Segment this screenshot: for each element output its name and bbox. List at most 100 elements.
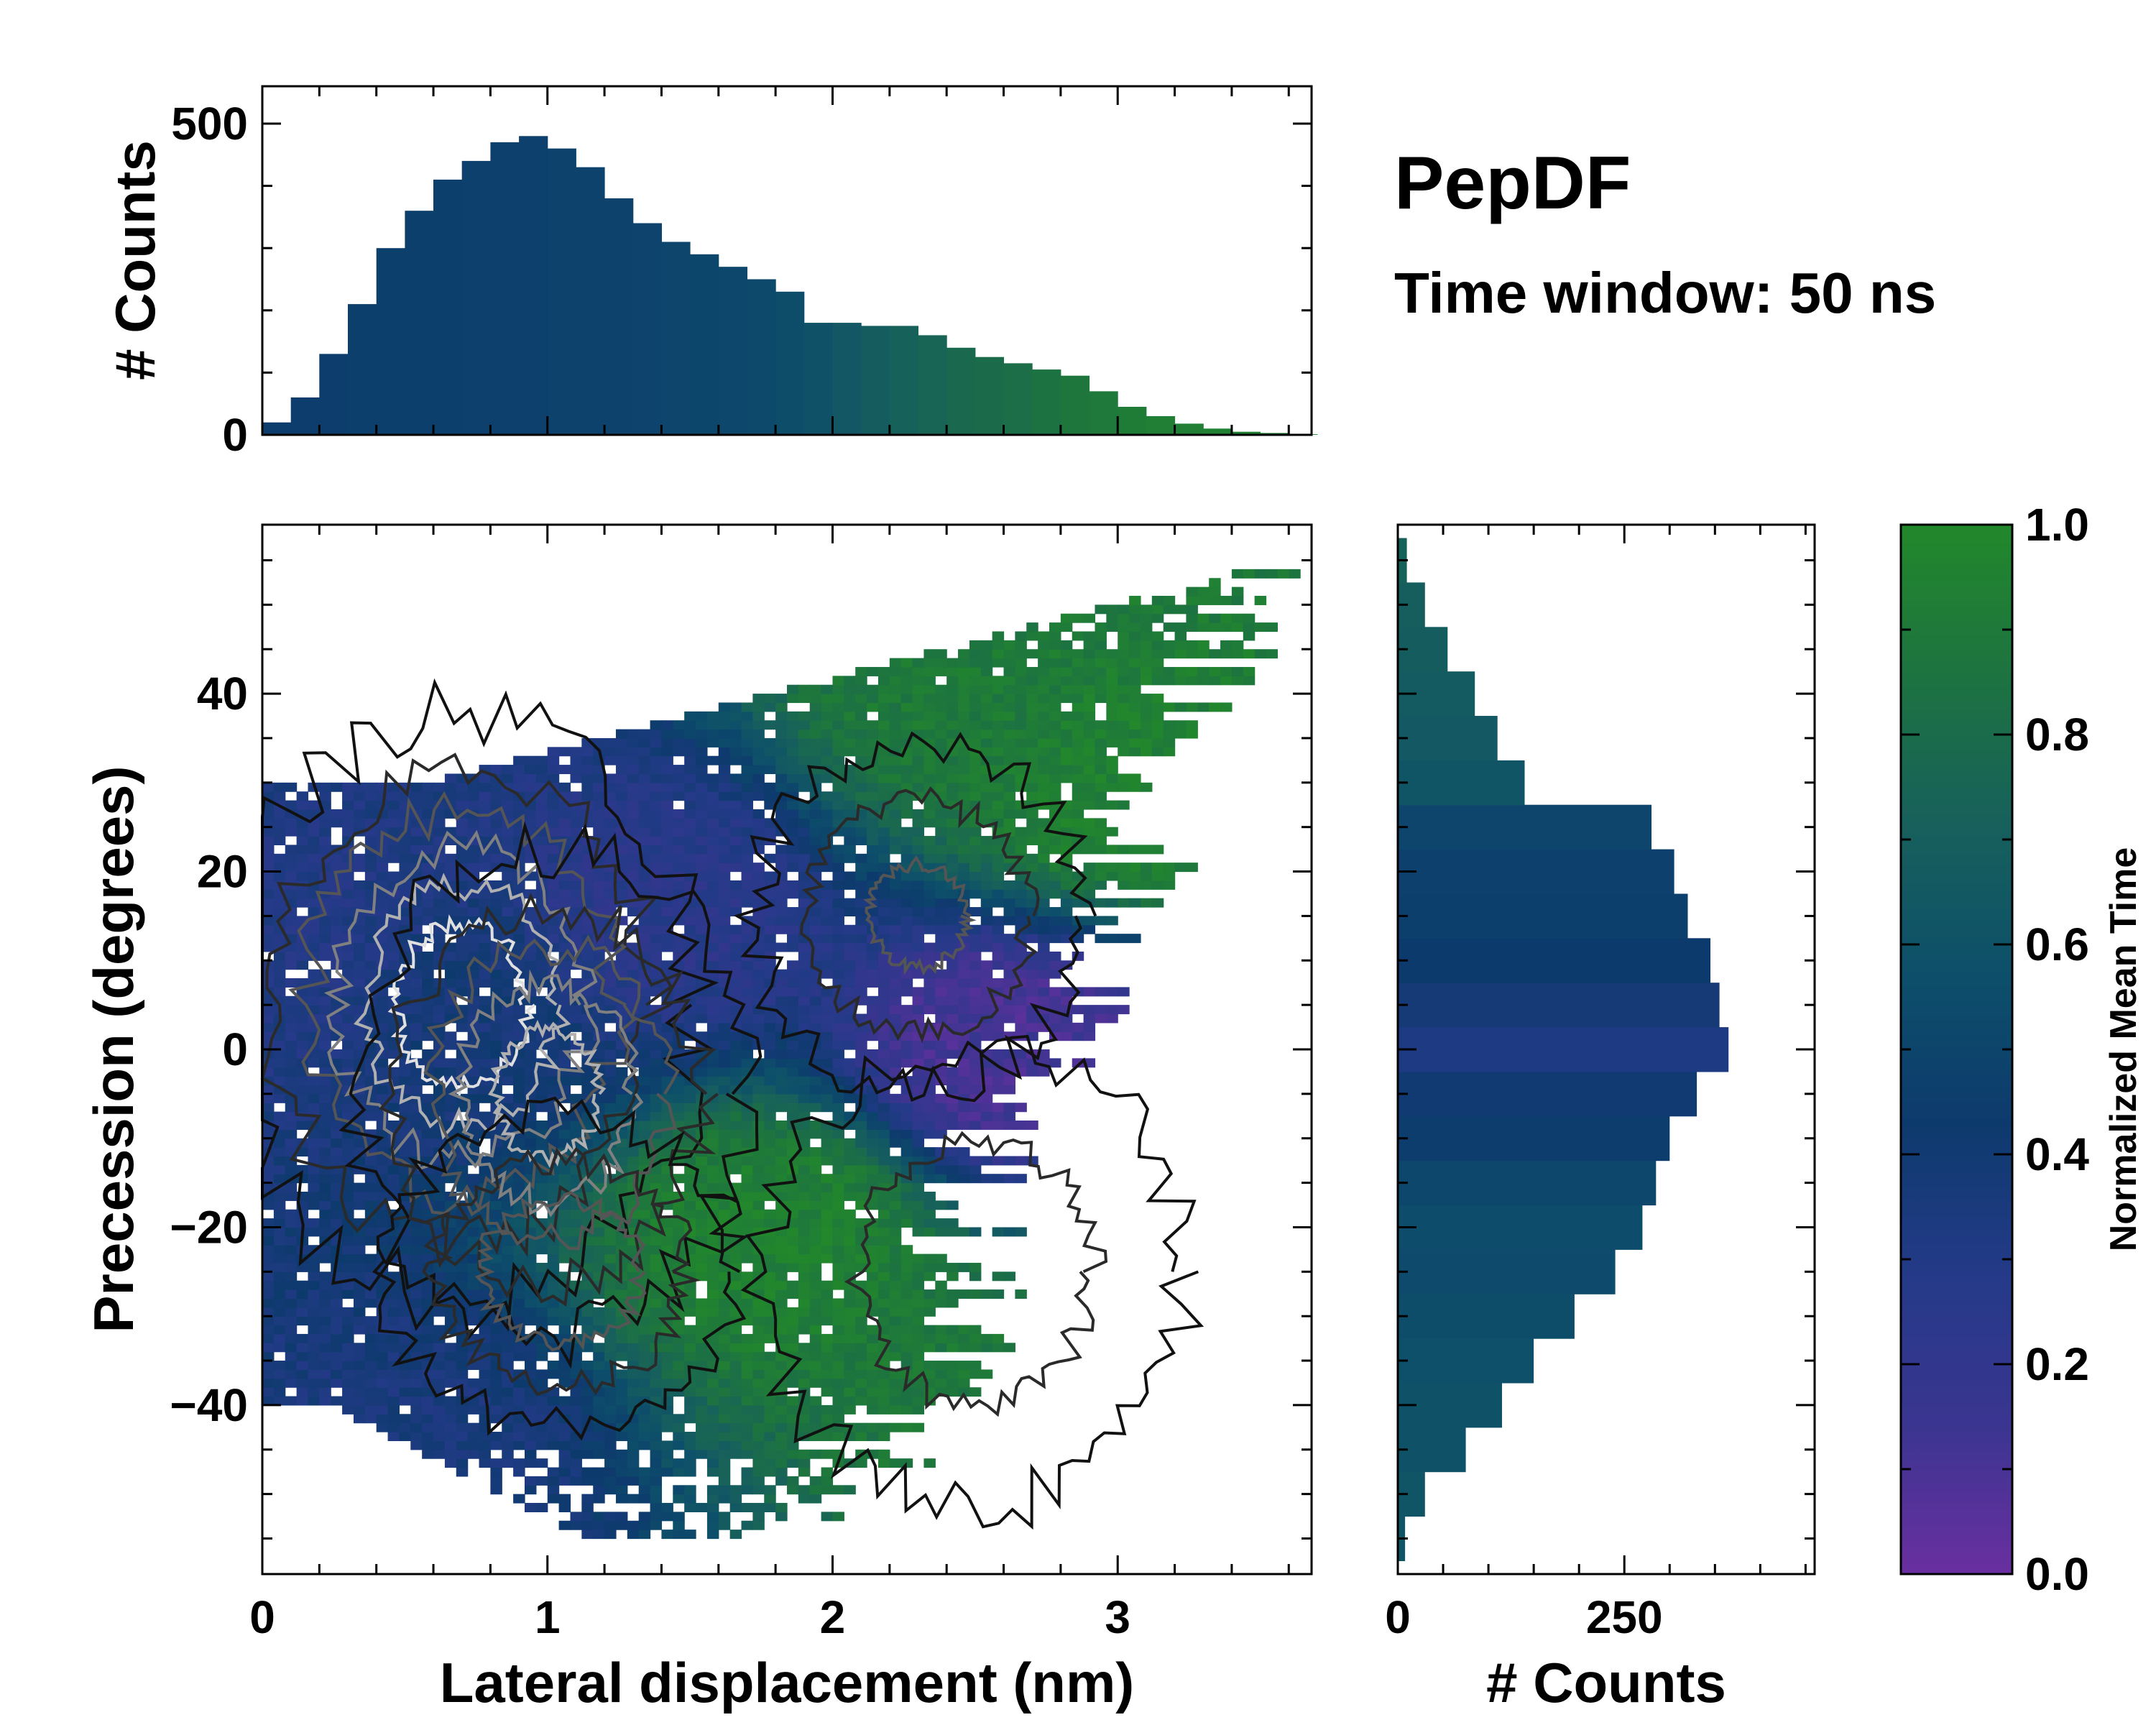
heatmap-cell bbox=[273, 871, 286, 881]
heatmap-cell bbox=[706, 853, 719, 863]
heatmap-cell bbox=[832, 1271, 844, 1282]
heatmap-cell bbox=[832, 1200, 844, 1210]
heatmap-cell bbox=[855, 871, 867, 881]
heatmap-cell bbox=[729, 711, 742, 721]
heatmap-cell bbox=[900, 1333, 913, 1343]
heatmap-cell bbox=[787, 1093, 799, 1103]
heatmap-cell bbox=[456, 791, 469, 801]
heatmap-cell bbox=[787, 684, 799, 694]
heatmap-cell bbox=[855, 1298, 867, 1308]
heatmap-cell bbox=[342, 871, 354, 881]
heatmap-cell bbox=[855, 880, 867, 890]
heatmap-cell bbox=[923, 907, 936, 916]
heatmap-cell bbox=[353, 1351, 366, 1361]
heatmap-cell bbox=[581, 1440, 594, 1450]
heatmap-cell bbox=[958, 694, 970, 704]
heatmap-cell bbox=[775, 1432, 788, 1441]
heatmap-cell bbox=[285, 1164, 298, 1174]
heatmap-cell bbox=[456, 1022, 469, 1032]
heatmap-cell bbox=[787, 845, 799, 855]
heatmap-cell bbox=[638, 729, 651, 739]
heatmap-cell bbox=[593, 1245, 605, 1255]
heatmap-cell bbox=[706, 880, 719, 890]
heatmap-cell bbox=[764, 1129, 776, 1139]
heatmap-cell bbox=[331, 898, 343, 908]
heatmap-cell bbox=[867, 1067, 879, 1077]
top-y-tick-label: 500 bbox=[171, 98, 248, 150]
heatmap-cell bbox=[787, 1076, 799, 1086]
heatmap-cell bbox=[832, 1333, 844, 1343]
heatmap-cell bbox=[900, 907, 913, 916]
heatmap-cell bbox=[729, 1333, 742, 1343]
heatmap-cell bbox=[935, 907, 947, 916]
heatmap-cell bbox=[877, 1093, 890, 1103]
heatmap-cell bbox=[877, 765, 890, 775]
heatmap-cell bbox=[844, 694, 856, 704]
heatmap-cell bbox=[889, 1245, 902, 1255]
heatmap-cell bbox=[353, 853, 366, 863]
heatmap-cell bbox=[604, 1387, 617, 1397]
heatmap-cell bbox=[353, 924, 366, 934]
heatmap-cell bbox=[935, 1333, 947, 1343]
heatmap-cell bbox=[867, 1129, 879, 1139]
heatmap-cell bbox=[387, 1307, 400, 1317]
heatmap-cell bbox=[752, 1387, 765, 1397]
heatmap-cell bbox=[661, 862, 673, 873]
heatmap-cell bbox=[467, 1432, 480, 1441]
heatmap-cell bbox=[821, 809, 834, 819]
heatmap-cell bbox=[376, 1343, 389, 1353]
heatmap-cell bbox=[706, 1005, 719, 1015]
heatmap-cell bbox=[387, 818, 400, 828]
heatmap-cell bbox=[673, 1218, 685, 1228]
heatmap-cell bbox=[706, 1031, 719, 1041]
heatmap-cell bbox=[638, 1485, 651, 1495]
heatmap-cell bbox=[787, 827, 799, 837]
heatmap-cell bbox=[673, 898, 685, 908]
heatmap-cell bbox=[787, 1449, 799, 1459]
heatmap-cell bbox=[673, 1432, 685, 1441]
heatmap-cell bbox=[422, 1343, 434, 1353]
heatmap-cell bbox=[718, 1467, 731, 1477]
heatmap-cell bbox=[364, 924, 377, 934]
heatmap-cell bbox=[900, 800, 913, 810]
heatmap-cell bbox=[696, 773, 708, 783]
heatmap-cell bbox=[308, 1058, 320, 1068]
heatmap-cell bbox=[684, 1494, 696, 1504]
heatmap-cell bbox=[615, 791, 628, 801]
heatmap-cell bbox=[342, 898, 354, 908]
heatmap-cell bbox=[946, 853, 959, 863]
heatmap-cell bbox=[273, 1164, 286, 1174]
heatmap-cell bbox=[718, 1404, 731, 1414]
heatmap-cell bbox=[547, 1049, 560, 1059]
heatmap-cell bbox=[433, 1271, 446, 1282]
heatmap-cell bbox=[650, 1013, 663, 1024]
heatmap-cell bbox=[867, 1343, 879, 1353]
heatmap-cell bbox=[775, 747, 788, 757]
heatmap-cell bbox=[821, 1236, 834, 1246]
heatmap-cell bbox=[798, 1120, 811, 1130]
heatmap-cell bbox=[969, 1289, 982, 1300]
heatmap-cell bbox=[935, 1378, 947, 1388]
heatmap-cell bbox=[285, 845, 298, 855]
heatmap-cell bbox=[832, 960, 844, 970]
heatmap-cell bbox=[912, 845, 925, 855]
heatmap-cell bbox=[923, 773, 936, 783]
heatmap-cell bbox=[604, 1085, 617, 1095]
heatmap-cell bbox=[673, 1512, 685, 1522]
heatmap-cell bbox=[764, 1138, 776, 1148]
heatmap-cell bbox=[832, 1040, 844, 1050]
heatmap-cell bbox=[410, 1369, 423, 1379]
heatmap-cell bbox=[627, 1467, 640, 1477]
heatmap-cell bbox=[935, 1325, 947, 1335]
heatmap-cell bbox=[535, 1013, 548, 1024]
heatmap-cell bbox=[706, 916, 719, 926]
heatmap-cell bbox=[718, 1458, 731, 1468]
heatmap-cell bbox=[410, 1182, 423, 1192]
heatmap-cell bbox=[832, 1254, 844, 1264]
heatmap-cell bbox=[638, 1085, 651, 1095]
heatmap-cell bbox=[570, 1512, 582, 1522]
heatmap-cell bbox=[706, 1512, 719, 1522]
heatmap-cell bbox=[844, 1138, 856, 1148]
heatmap-cell bbox=[581, 1085, 594, 1095]
heatmap-cell bbox=[535, 1182, 548, 1192]
